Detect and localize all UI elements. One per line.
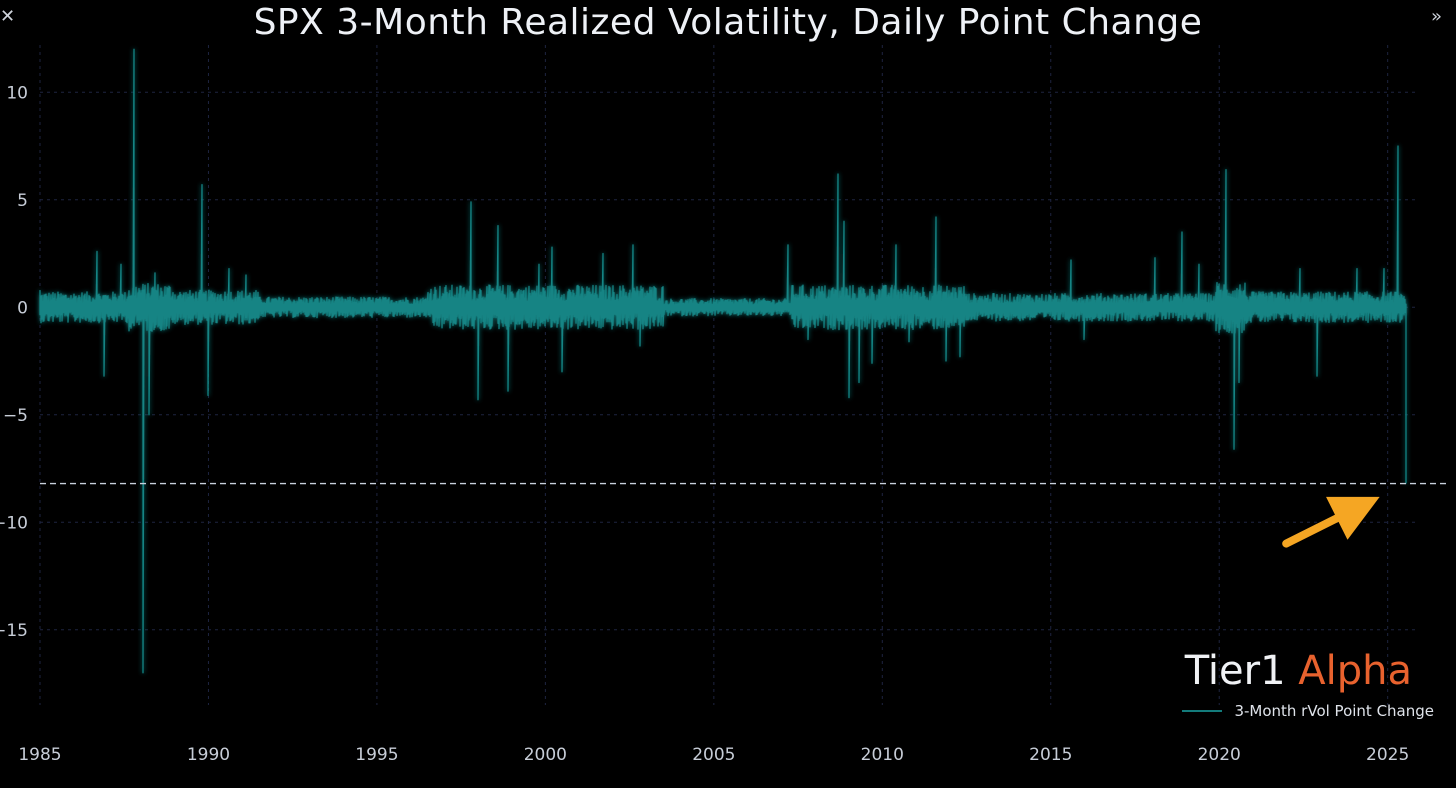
- brand-part-1: Tier1: [1184, 648, 1286, 694]
- brand-logo: Tier1 Alpha: [1185, 648, 1412, 694]
- x-tick-label: 2025: [1366, 745, 1409, 765]
- x-tick-label: 1995: [355, 745, 398, 765]
- x-tick-label: 2010: [861, 745, 904, 765]
- y-tick-label: −10: [0, 513, 28, 533]
- chevron-double-right-icon[interactable]: »: [1430, 6, 1442, 27]
- y-tick-label: 0: [17, 298, 28, 318]
- x-tick-label: 2020: [1198, 745, 1241, 765]
- series-line-rvol-point-change: [39, 48, 1407, 674]
- brand-part-2: Alpha: [1298, 648, 1412, 694]
- legend-label: 3-Month rVol Point Change: [1234, 702, 1434, 720]
- y-tick-label: −5: [3, 406, 28, 426]
- x-tick-label: 2000: [524, 745, 567, 765]
- legend-swatch: [1182, 710, 1223, 712]
- annotation-arrow: [1282, 496, 1380, 548]
- grid: [39, 45, 1418, 705]
- y-tick-label: −15: [0, 621, 28, 641]
- x-tick-label: 2015: [1029, 745, 1072, 765]
- x-tick-label: 2005: [692, 745, 735, 765]
- y-tick-label: 10: [6, 83, 28, 103]
- y-tick-label: 5: [17, 191, 28, 211]
- chart-title: SPX 3-Month Realized Volatility, Daily P…: [253, 2, 1203, 43]
- y-axis-ticks: 10 5 0 −5 −10 −15: [0, 83, 28, 640]
- close-icon[interactable]: ✕: [0, 6, 16, 27]
- x-axis-ticks: 1985 1990 1995 2000 2005 2010 2015 2020 2025: [18, 745, 1409, 765]
- x-tick-label: 1990: [187, 745, 230, 765]
- x-tick-label: 1985: [18, 745, 61, 765]
- legend: 3-Month rVol Point Change: [1182, 702, 1434, 720]
